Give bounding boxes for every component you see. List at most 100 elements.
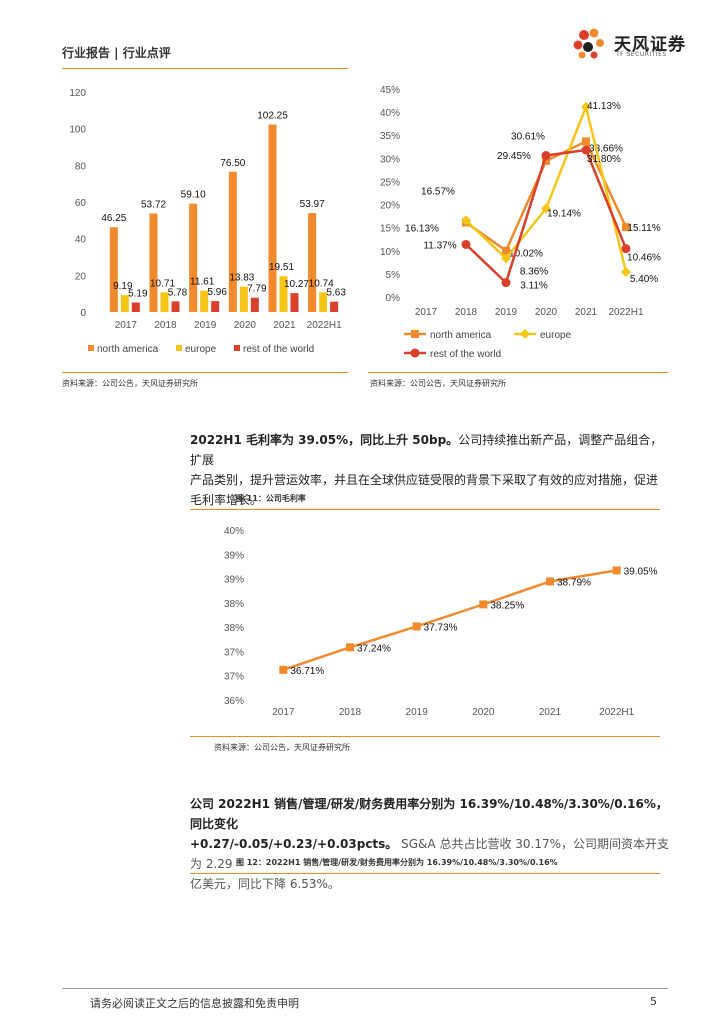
x-tick-label: 2020 [535,307,558,318]
point-marker [581,101,591,112]
data-label: 41.13% [587,101,621,112]
point-marker [502,246,510,255]
y-tick-label: 40 [75,235,87,246]
data-label: 10.27 [284,279,309,290]
y-tick-label: 38% [224,623,244,634]
bar-north-america [109,227,118,312]
y-tick-label: 35% [380,131,400,142]
x-tick-label: 2018 [339,707,362,718]
data-label: 37.73% [424,622,458,633]
fig12-rule [190,873,660,874]
bar-rest-of-the-world [330,301,339,312]
legend-marker [410,348,420,358]
data-label: 9.19 [113,281,133,292]
para1-line3: 毛利率增长。 [190,493,263,507]
data-label: 36.71% [290,666,324,677]
logo-text: 天风证券 [614,35,686,55]
fig11-bottom-rule [190,736,660,737]
legend-label: rest of the world [243,344,314,355]
data-label: 10.71 [150,278,175,289]
bar-europe [200,290,209,312]
point-marker [461,215,471,226]
data-label: 37.24% [357,643,391,654]
y-tick-label: 38% [224,599,244,610]
data-label: 10.74 [309,278,334,289]
point-marker [461,239,471,249]
para1-line2: 产品类别，提升营运效率，并且在全球供应链受限的背景下采取了有效的应对措施，促进 [190,473,659,487]
chart2-rule [368,372,668,373]
data-label: 3.11% [520,281,548,292]
point-marker [346,643,354,652]
bar-rest-of-the-world [250,297,259,312]
data-label: 16.13% [405,223,439,234]
y-tick-label: 15% [380,224,400,235]
bar-north-america [268,124,277,312]
data-label: 5.63 [326,288,346,299]
fig11-top-rule [190,509,660,510]
point-marker [621,267,631,278]
data-label: 53.72 [141,200,166,211]
y-tick-label: 0% [386,293,401,304]
bar-north-america [228,171,237,312]
bar-europe [239,286,248,312]
data-label: 16.57% [421,186,455,197]
bar-europe [160,292,169,312]
logo-flower-icon [573,28,604,59]
y-tick-label: 120 [69,88,86,99]
data-label: 38.79% [557,577,591,588]
data-label: 76.50 [220,158,245,169]
point-marker [501,278,511,288]
y-tick-label: 100 [69,125,86,136]
chart1-source: 资料来源：公司公告，天风证券研究所 [62,379,198,388]
bar-north-america [149,213,158,312]
header-section-label: 行业报告 | 行业点评 [62,46,171,60]
x-tick-label: 2022H1 [608,307,643,318]
data-label: 39.05% [624,566,658,577]
x-tick-label: 2020 [234,320,257,331]
y-tick-label: 20 [75,271,87,282]
point-marker [501,253,511,264]
bar-europe [279,276,288,312]
fig11-source: 资料来源：公司公告，天风证券研究所 [214,743,350,752]
x-tick-label: 2021 [539,707,562,718]
data-label: 46.25 [101,213,126,224]
y-tick-label: 5% [386,270,401,281]
point-marker [479,600,488,609]
x-tick-label: 2017 [272,707,295,718]
margin-line [282,569,617,672]
point-marker [582,137,590,146]
footer-rule [62,988,668,989]
x-tick-label: 2019 [406,707,429,718]
bar-rest-of-the-world [211,301,220,312]
bar-europe [120,295,129,312]
legend-label: europe [185,344,217,355]
data-label: 13.83 [229,273,254,284]
point-marker [622,223,630,232]
y-tick-label: 25% [380,177,400,188]
legend-swatch [88,345,94,351]
legend-label: europe [540,330,572,341]
chart1-rule [62,372,348,373]
revenue-bar-chart: 0 20 40 60 80 100 120 2017 46.25 9.195.19 2018 53.7… [69,88,346,355]
paragraph-gross-margin: 2022H1 毛利率为 39.05%，同比上升 50bp。公司持续推出新产品，调… [190,430,670,510]
point-marker [541,151,551,161]
para2-line1: 公司 2022H1 销售/管理/研发/财务费用率分别为 16.39%/10.48… [190,797,668,831]
y-tick-label: 20% [380,201,400,212]
data-label: 7.79 [247,284,267,295]
data-label: 15.11% [627,223,660,234]
x-tick-label: 2019 [194,320,217,331]
x-tick-label: 2018 [455,307,478,318]
x-tick-label: 2017 [415,307,438,318]
data-label: 5.40% [630,274,658,285]
data-label: 19.14% [547,209,581,220]
point-marker [581,145,591,155]
point-marker [279,665,288,674]
footer-disclaimer: 请务必阅读正文之后的信息披露和免责申明 [90,997,299,1010]
legend-label: north america [97,344,159,355]
data-label: 10.46% [627,253,661,264]
y-tick-label: 39% [224,550,244,561]
x-tick-label: 2021 [273,320,296,331]
logo-subtext: TF SECURITIES [616,51,667,58]
data-label: 53.97 [300,199,325,210]
legend-marker [520,329,530,339]
